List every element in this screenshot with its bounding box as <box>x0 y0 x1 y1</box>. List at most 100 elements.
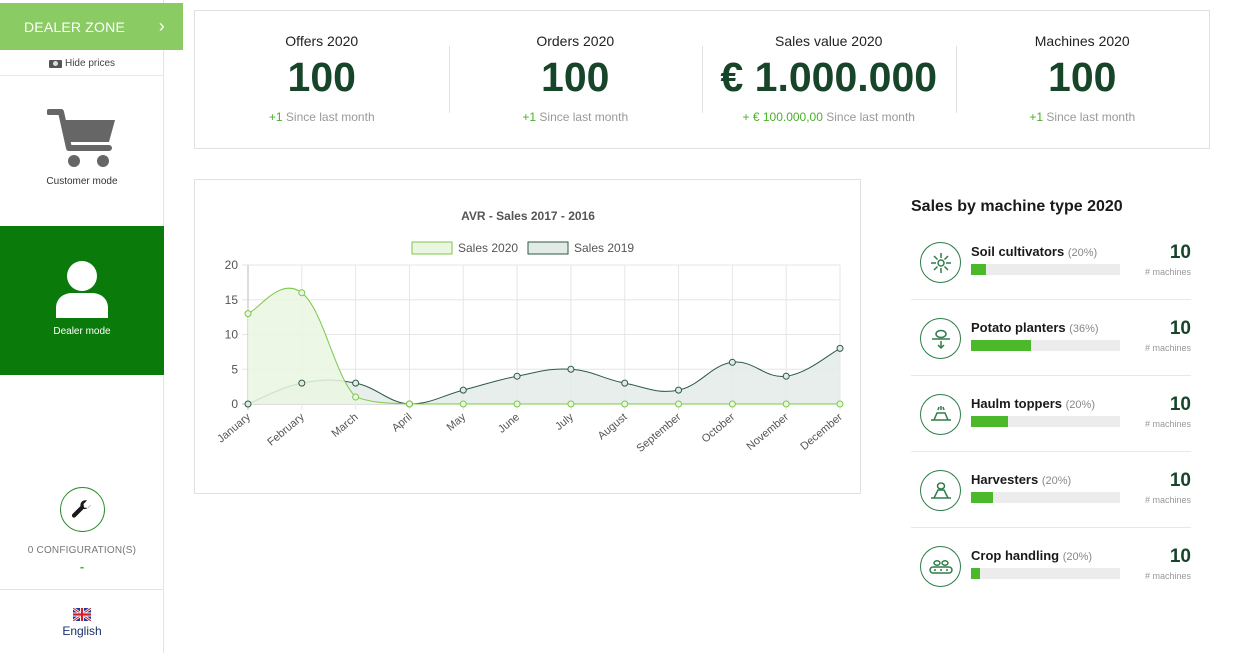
machine-count: 10 <box>1169 470 1191 491</box>
data-point <box>836 400 844 408</box>
stat-delta: + € 100.000,00 <box>742 110 823 124</box>
x-tick-label: October <box>700 411 738 446</box>
data-point <box>675 400 683 408</box>
y-tick-label: 5 <box>231 362 238 376</box>
chart-legend: Sales 2020 Sales 2019 <box>411 241 634 255</box>
chart-x-ticks: January February March April May June July Augu… <box>215 411 845 455</box>
data-point <box>298 289 306 297</box>
chart-points <box>244 289 844 408</box>
machine-name: Haulm toppers (20%) <box>971 396 1095 411</box>
machine-unit: # machines <box>1144 495 1191 505</box>
language-selector[interactable]: English <box>0 589 164 653</box>
list-item: Crop handling (20%) 10 # machines <box>911 528 1191 604</box>
configurations-count: 0 CONFIGURATION(S) <box>27 545 137 556</box>
machine-name-text: Potato planters <box>971 320 1066 335</box>
machine-unit: # machines <box>1144 419 1191 429</box>
x-tick-label: March <box>329 411 360 440</box>
stat-subtext: +1 Since last month <box>269 110 375 124</box>
money-icon <box>48 59 62 68</box>
x-tick-label: November <box>745 411 792 453</box>
chevron-right-icon: › <box>158 16 165 36</box>
list-item: Potato planters (36%) 10 # machines <box>911 300 1191 376</box>
machine-count: 10 <box>1169 242 1191 263</box>
customer-mode-label: Customer mode <box>46 176 118 187</box>
chart-title: AVR - Sales 2017 - 2016 <box>461 209 595 223</box>
list-item: Haulm toppers (20%) 10 # machines <box>911 376 1191 452</box>
stat-title: Sales value 2020 <box>775 33 883 49</box>
uk-flag-icon <box>73 608 91 621</box>
machine-progress-bar <box>971 568 1120 579</box>
machine-progress-fill <box>971 264 986 275</box>
legend-swatch <box>527 241 569 255</box>
machine-types-heading: Sales by machine type 2020 <box>911 198 1123 215</box>
stat-delta: +1 <box>268 110 283 124</box>
dealer-zone-button[interactable]: DEALER ZONE › <box>0 3 183 50</box>
stat-value: 100 <box>1048 54 1117 100</box>
stat-since: Since last month <box>285 110 375 124</box>
data-point <box>621 379 629 387</box>
chart-y-ticks: 0 5 10 15 20 <box>225 258 239 411</box>
harvester-icon <box>920 470 961 511</box>
soil-cultivator-icon <box>920 242 961 283</box>
machine-percentage: (20%) <box>1041 475 1072 487</box>
stat-title: Offers 2020 <box>285 33 359 49</box>
machine-count: 10 <box>1169 546 1191 567</box>
haulm-topper-icon <box>920 394 961 435</box>
x-tick-label: December <box>798 411 845 453</box>
data-point <box>298 379 306 387</box>
machine-progress-fill <box>971 492 994 503</box>
y-tick-label: 15 <box>225 293 239 307</box>
data-point <box>405 400 413 408</box>
machine-progress-fill <box>971 416 1009 427</box>
machine-percentage: (20%) <box>1067 247 1098 259</box>
customer-mode-button[interactable]: Customer mode <box>0 76 164 226</box>
data-point <box>782 372 790 380</box>
data-point <box>352 393 360 401</box>
x-tick-label: May <box>445 411 469 434</box>
machine-name: Crop handling (20%) <box>971 548 1092 563</box>
machine-name-text: Harvesters <box>971 472 1039 487</box>
configurations-section: 0 CONFIGURATION(S) - <box>0 487 164 574</box>
language-label: English <box>62 624 102 638</box>
data-point <box>567 400 575 408</box>
stat-value: € 1.000.000 <box>720 54 938 100</box>
chart-series <box>247 287 841 405</box>
configurations-button[interactable] <box>59 487 105 532</box>
machine-count: 10 <box>1169 318 1191 339</box>
dealer-mode-button[interactable]: Dealer mode <box>0 226 164 375</box>
x-tick-label: February <box>265 411 307 449</box>
machine-unit: # machines <box>1144 571 1191 581</box>
stat-offers: Offers 2020 100 +1 Since last month <box>195 11 449 148</box>
machine-progress-bar <box>971 340 1120 351</box>
user-icon <box>56 261 108 318</box>
machine-name-text: Crop handling <box>971 548 1060 563</box>
data-point <box>675 386 683 394</box>
y-tick-label: 0 <box>231 397 238 411</box>
sales-chart: AVR - Sales 2017 - 2016 Sales 2020 Sales … <box>215 209 845 455</box>
hide-prices-toggle[interactable]: Hide prices <box>0 52 164 76</box>
series-area <box>248 348 840 404</box>
machine-progress-bar <box>971 492 1120 503</box>
x-tick-label: January <box>215 411 253 446</box>
list-item: Harvesters (20%) 10 # machines <box>911 452 1191 528</box>
stat-since: Since last month <box>826 110 915 124</box>
series-area <box>248 288 840 404</box>
legend-label: Sales 2020 <box>458 241 518 255</box>
list-item: Soil cultivators (20%) 10 # machines <box>911 224 1191 300</box>
machine-progress-bar <box>971 416 1120 427</box>
stat-machines: Machines 2020 100 +1 Since last month <box>955 11 1210 148</box>
data-point <box>244 310 252 318</box>
machine-percentage: (20%) <box>1062 551 1093 563</box>
stat-value: 100 <box>541 54 610 100</box>
data-point <box>836 344 844 352</box>
machine-types-list: Soil cultivators (20%) 10 # machines Pot… <box>911 224 1191 604</box>
sidebar: DEALER ZONE › Hide prices Customer mode … <box>0 0 183 653</box>
hide-prices-label: Hide prices <box>64 58 116 69</box>
data-point <box>621 400 629 408</box>
data-point <box>728 400 736 408</box>
x-tick-label: September <box>635 411 684 455</box>
stat-since: Since last month <box>1046 110 1136 124</box>
stat-delta: +1 <box>522 110 537 124</box>
machine-name-text: Haulm toppers <box>971 396 1063 411</box>
machine-unit: # machines <box>1144 267 1191 277</box>
